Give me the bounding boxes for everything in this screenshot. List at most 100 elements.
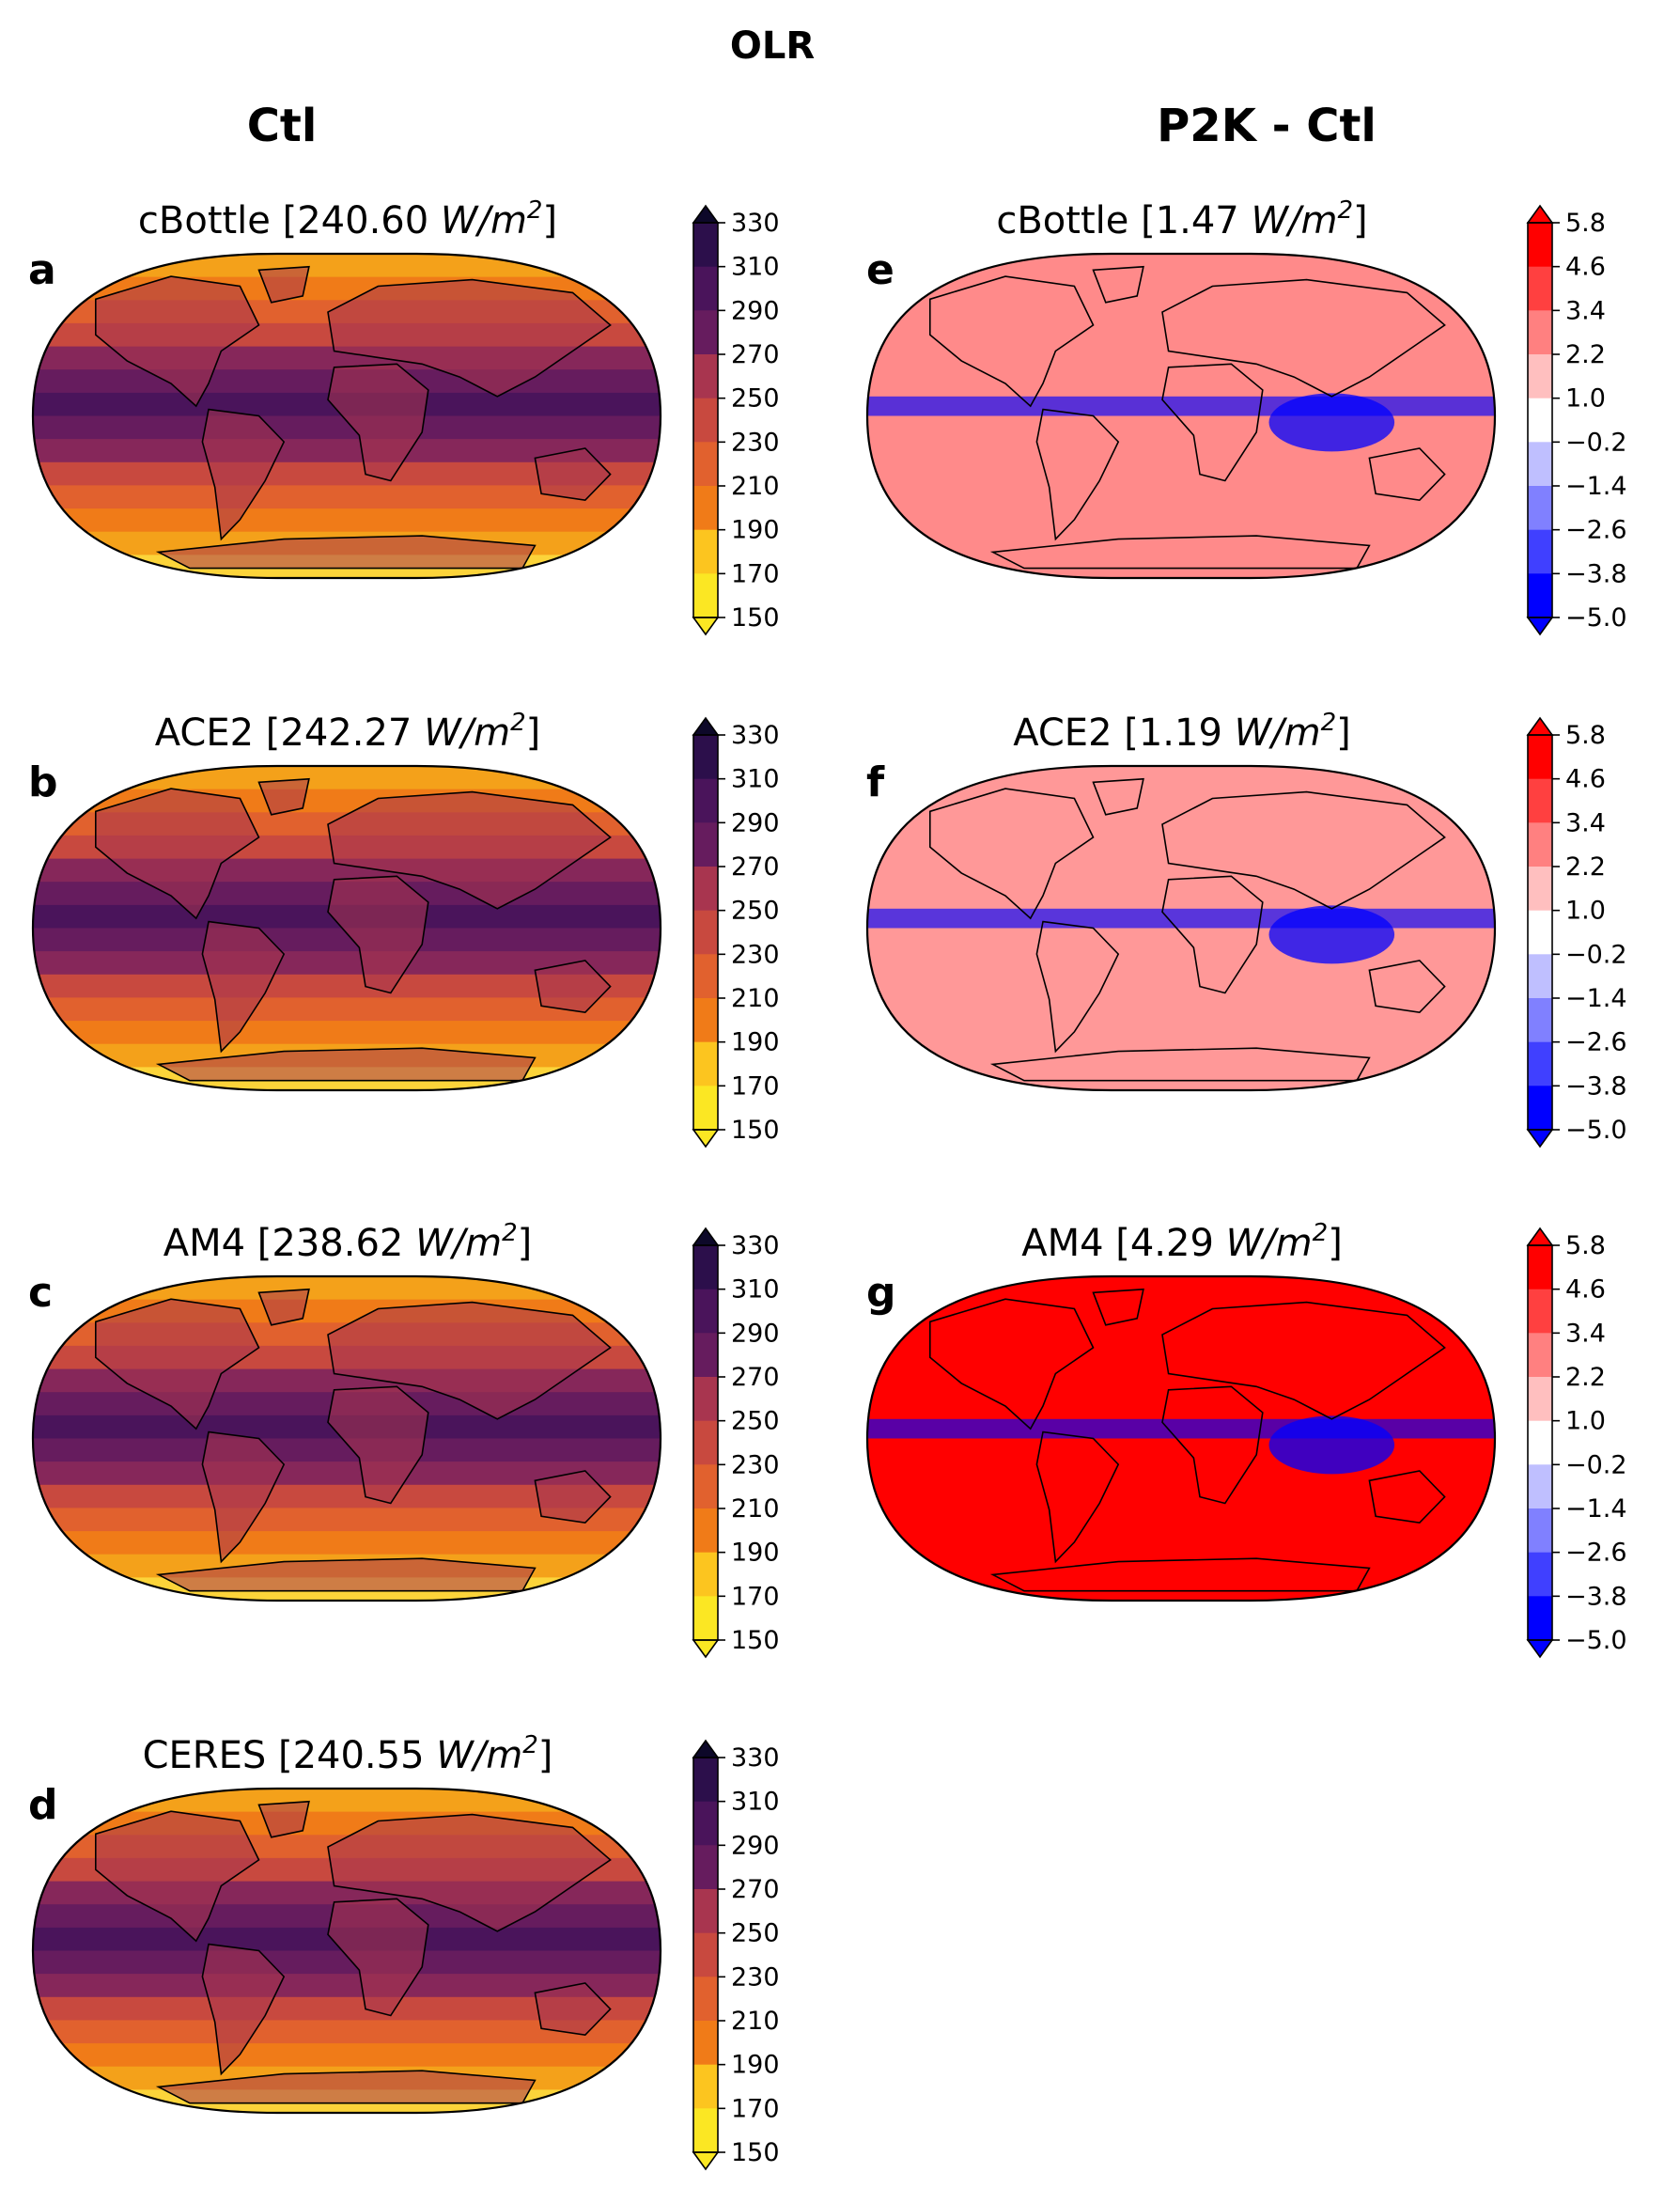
colorbar-tick-label: −3.8: [1565, 1582, 1627, 1611]
colorbar-tick-label: 170: [731, 559, 780, 588]
colorbar-segment: [693, 1333, 718, 1378]
colorbar-segment: [693, 1845, 718, 1890]
colorbar-segment: [693, 1552, 718, 1597]
olr-band: [33, 254, 661, 278]
coastline: [327, 790, 612, 910]
diff-field: [867, 1276, 1495, 1601]
colorbar-segment: [1528, 1508, 1552, 1554]
panel-title-close: ]: [1336, 711, 1351, 755]
coastline: [1161, 790, 1446, 910]
colorbar-tick-label: 2.2: [1565, 1363, 1606, 1392]
colorbar-tick-label: 270: [731, 1363, 780, 1392]
coastline: [989, 1047, 1371, 1082]
coastline: [1368, 960, 1446, 1014]
colorbar-extend-min: [1526, 1639, 1554, 1659]
colorbar-tick-label: 250: [731, 1919, 780, 1948]
panel-model-name: cBottle [: [138, 199, 297, 242]
negative-anomaly-band: [867, 908, 1495, 929]
colorbar-segment: [1528, 310, 1552, 355]
coastline: [1035, 1430, 1120, 1564]
map-border: [31, 1274, 662, 1602]
coastline: [201, 1430, 286, 1564]
colorbar-tick-label: −0.2: [1565, 428, 1627, 457]
coastline: [1092, 265, 1144, 304]
colorbar-segment: [693, 1086, 718, 1131]
panel-letter: f: [866, 758, 885, 806]
panel-model-name: AM4 [: [1021, 1222, 1130, 1265]
colorbar-segment: [1528, 954, 1552, 999]
colorbar-tick-label: −1.4: [1565, 984, 1627, 1013]
colorbar-segment: [1528, 223, 1552, 268]
colorbar-segment: [1528, 1041, 1552, 1086]
colorbar-segment: [693, 1596, 718, 1641]
colorbar-tick-label: 330: [731, 1743, 780, 1773]
colorbar-diff: 5.8 4.6 3.4 2.2 1.0 −0.2 −1.4 −2.6 −3.8 −5.0: [1526, 1227, 1627, 1659]
colorbar-tick-label: 4.6: [1565, 1275, 1606, 1305]
coastline: [1161, 363, 1264, 482]
colorbar-ctl: 330 310 290 270 250 230 210 190 170 150: [692, 204, 780, 636]
colorbar-tick-label: 170: [731, 1071, 780, 1101]
colorbar-segment: [1528, 910, 1552, 955]
map-border: [31, 252, 662, 580]
colorbar-frame: [692, 734, 719, 1131]
colorbar-segment: [1528, 1420, 1552, 1465]
ctl-field: [33, 1789, 661, 2113]
olr-band: [33, 766, 661, 790]
coastline: [1035, 408, 1120, 541]
panel-title: cBottle [240.60 W/m2]: [138, 196, 557, 242]
olr-band: [33, 1021, 661, 1045]
colorbar-diff: 5.8 4.6 3.4 2.2 1.0 −0.2 −1.4 −2.6 −3.8 −5.0: [1526, 204, 1627, 636]
coastline: [327, 1898, 429, 2017]
panel-title: AM4 [4.29 W/m2]: [1021, 1219, 1343, 1265]
panel-title: ACE2 [1.19 W/m2]: [1013, 709, 1351, 755]
colorbar-tick-label: 5.8: [1565, 209, 1606, 238]
units-base: W/m: [1251, 199, 1337, 242]
colorbar-segment: [693, 1977, 718, 2022]
colorbar-tick-label: 310: [731, 253, 780, 282]
panel-global-mean: 4.29: [1130, 1222, 1226, 1265]
colorbar-tick-label: 270: [731, 340, 780, 369]
colorbar-tick-label: 3.4: [1565, 808, 1606, 837]
panel-title-close: ]: [526, 711, 541, 755]
colorbar-tick-label: 2.2: [1565, 852, 1606, 882]
colorbar-segment: [1528, 998, 1552, 1043]
units-exponent: 2: [1313, 1219, 1329, 1247]
colorbar-extend-min: [1526, 617, 1554, 636]
colorbar-tick-label: 230: [731, 1962, 780, 1992]
panel-g: AM4 [4.29 W/m2] g 5.8 4.6 3.4 2.2 1.0 −0.2 −1.4 −…: [865, 1219, 1627, 1659]
colorbar-tick-label: 310: [731, 1275, 780, 1305]
colorbar-tick-label: −3.8: [1565, 559, 1627, 588]
colorbar-tick-label: 190: [731, 1028, 780, 1057]
coastline: [155, 2070, 537, 2104]
colorbar-segment: [693, 2064, 718, 2109]
colorbar-extend-max: [1526, 204, 1554, 224]
colorbar-tick-label: −5.0: [1565, 1626, 1627, 1655]
colorbar-tick-label: 4.6: [1565, 765, 1606, 794]
units-base: W/m: [1235, 711, 1321, 755]
coastline: [1161, 1385, 1264, 1505]
panel-title-close: ]: [1328, 1222, 1343, 1265]
colorbar-tick-label: 150: [731, 1626, 780, 1655]
olr-band: [33, 1789, 661, 1813]
colorbar-extend-min: [1526, 1129, 1554, 1149]
coastline: [95, 788, 260, 920]
panel-model-name: ACE2 [: [155, 711, 281, 755]
ctl-field: [33, 254, 661, 578]
warm-pool-anomaly: [1268, 905, 1395, 964]
colorbar-segment: [693, 486, 718, 531]
colorbar-tick-label: 3.4: [1565, 296, 1606, 325]
colorbar-extend-min: [692, 2151, 720, 2171]
units-exponent: 2: [1321, 709, 1337, 737]
coastline: [1092, 1288, 1144, 1326]
colorbar-segment: [693, 867, 718, 912]
colorbar-tick-label: −0.2: [1565, 940, 1627, 969]
colorbar-segment: [693, 1464, 718, 1509]
colorbar-segment: [693, 573, 718, 618]
coastline: [327, 278, 612, 398]
units-exponent: 2: [510, 709, 526, 737]
coastline: [1368, 1470, 1446, 1524]
colorbar-segment: [693, 910, 718, 955]
colorbar-segment: [1528, 822, 1552, 867]
coastline: [201, 920, 286, 1054]
